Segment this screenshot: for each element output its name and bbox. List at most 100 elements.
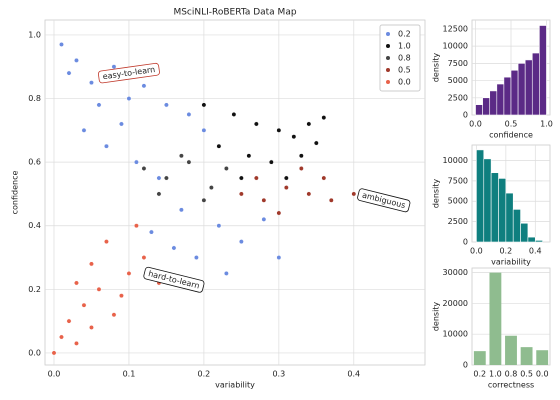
- legend-marker: [386, 44, 390, 48]
- y-tick-label: 5000: [448, 197, 468, 206]
- bar: [517, 63, 526, 116]
- x-tick-label: 0.1: [123, 370, 136, 379]
- bar: [536, 350, 549, 365]
- point: [216, 143, 222, 149]
- point: [96, 286, 102, 292]
- point: [291, 134, 297, 140]
- y-tick-label: 0: [463, 111, 468, 120]
- point: [96, 102, 102, 108]
- x-tick-label: 0.4: [529, 247, 542, 256]
- legend-box: [379, 24, 421, 92]
- x-tick-label: 0.2: [198, 370, 211, 379]
- y-axis-label: density: [432, 302, 441, 332]
- legend-marker: [386, 32, 390, 36]
- point: [66, 318, 72, 324]
- legend: 0.2 1.0 0.8 0.5 0.0: [379, 24, 421, 92]
- legend-label: 0.2: [398, 30, 411, 39]
- legend-label: 0.5: [398, 66, 411, 75]
- y-tick-label: 0.2: [28, 285, 41, 294]
- point: [313, 140, 319, 146]
- point: [81, 302, 87, 308]
- point: [246, 153, 252, 159]
- bar: [524, 59, 533, 116]
- point: [283, 185, 289, 191]
- point: [208, 185, 214, 191]
- point: [141, 255, 147, 260]
- point: [193, 255, 199, 260]
- point: [223, 166, 229, 171]
- point: [201, 197, 207, 203]
- point: [74, 57, 79, 63]
- y-tick-label: 10000: [443, 330, 468, 339]
- x-axis-label: confidence: [489, 131, 533, 140]
- point: [283, 175, 289, 181]
- y-tick-label: 1.0: [28, 30, 41, 39]
- bar: [490, 172, 499, 243]
- bar: [498, 178, 507, 243]
- point: [178, 153, 184, 159]
- point: [238, 239, 244, 245]
- bar: [512, 209, 521, 243]
- point: [216, 223, 222, 229]
- point: [141, 83, 147, 89]
- annotation: easy-to-learn: [97, 62, 160, 84]
- y-axis-label: density: [432, 53, 441, 83]
- point: [74, 280, 79, 286]
- x-tick-label: 0.0: [469, 120, 482, 129]
- bar: [534, 240, 543, 243]
- point: [141, 166, 147, 171]
- point: [66, 70, 72, 76]
- point: [111, 312, 117, 318]
- bar: [489, 90, 498, 116]
- point: [133, 159, 139, 165]
- bar: [489, 272, 502, 365]
- x-tick-label: 0.3: [272, 370, 285, 379]
- point: [51, 350, 57, 356]
- point: [89, 261, 94, 267]
- bar: [531, 52, 540, 116]
- point: [238, 175, 244, 181]
- point: [59, 42, 64, 47]
- y-tick-label: 12500: [443, 24, 468, 33]
- point: [231, 111, 237, 117]
- x-tick-label: 0.0: [536, 370, 549, 379]
- point: [156, 191, 162, 197]
- point: [298, 166, 304, 171]
- x-tick-label: 1.0: [540, 120, 553, 129]
- x-tick-label: 0.8: [505, 370, 518, 379]
- point: [178, 207, 184, 213]
- point: [171, 245, 177, 251]
- point: [238, 191, 244, 197]
- point: [74, 340, 79, 346]
- point: [163, 102, 169, 108]
- point: [126, 96, 132, 101]
- point: [298, 153, 304, 159]
- y-tick-label: 0.0: [28, 348, 41, 357]
- point: [111, 64, 117, 70]
- y-axis-label: confidence: [11, 171, 20, 215]
- point: [126, 270, 132, 276]
- point: [223, 270, 229, 276]
- annotation-box: [97, 62, 160, 84]
- legend-label: 0.8: [398, 54, 411, 63]
- y-axis-label: density: [432, 179, 441, 209]
- point: [118, 121, 124, 127]
- y-tick-label: 0: [463, 361, 468, 370]
- bar: [503, 76, 512, 116]
- x-tick-label: 0.4: [347, 370, 360, 379]
- x-tick-label: 0.2: [499, 247, 512, 256]
- bar: [510, 69, 519, 116]
- x-tick-label: 0.0: [470, 247, 483, 256]
- y-tick-label: 7500: [448, 176, 468, 185]
- point: [133, 223, 139, 229]
- point: [89, 325, 94, 330]
- y-tick-label: 5000: [448, 76, 468, 85]
- bar: [473, 351, 486, 365]
- bar: [482, 97, 491, 116]
- x-tick-label: 1.0: [489, 370, 502, 379]
- bar: [505, 192, 514, 243]
- point: [186, 111, 192, 117]
- point: [351, 191, 357, 197]
- y-tick-label: 2500: [448, 217, 468, 226]
